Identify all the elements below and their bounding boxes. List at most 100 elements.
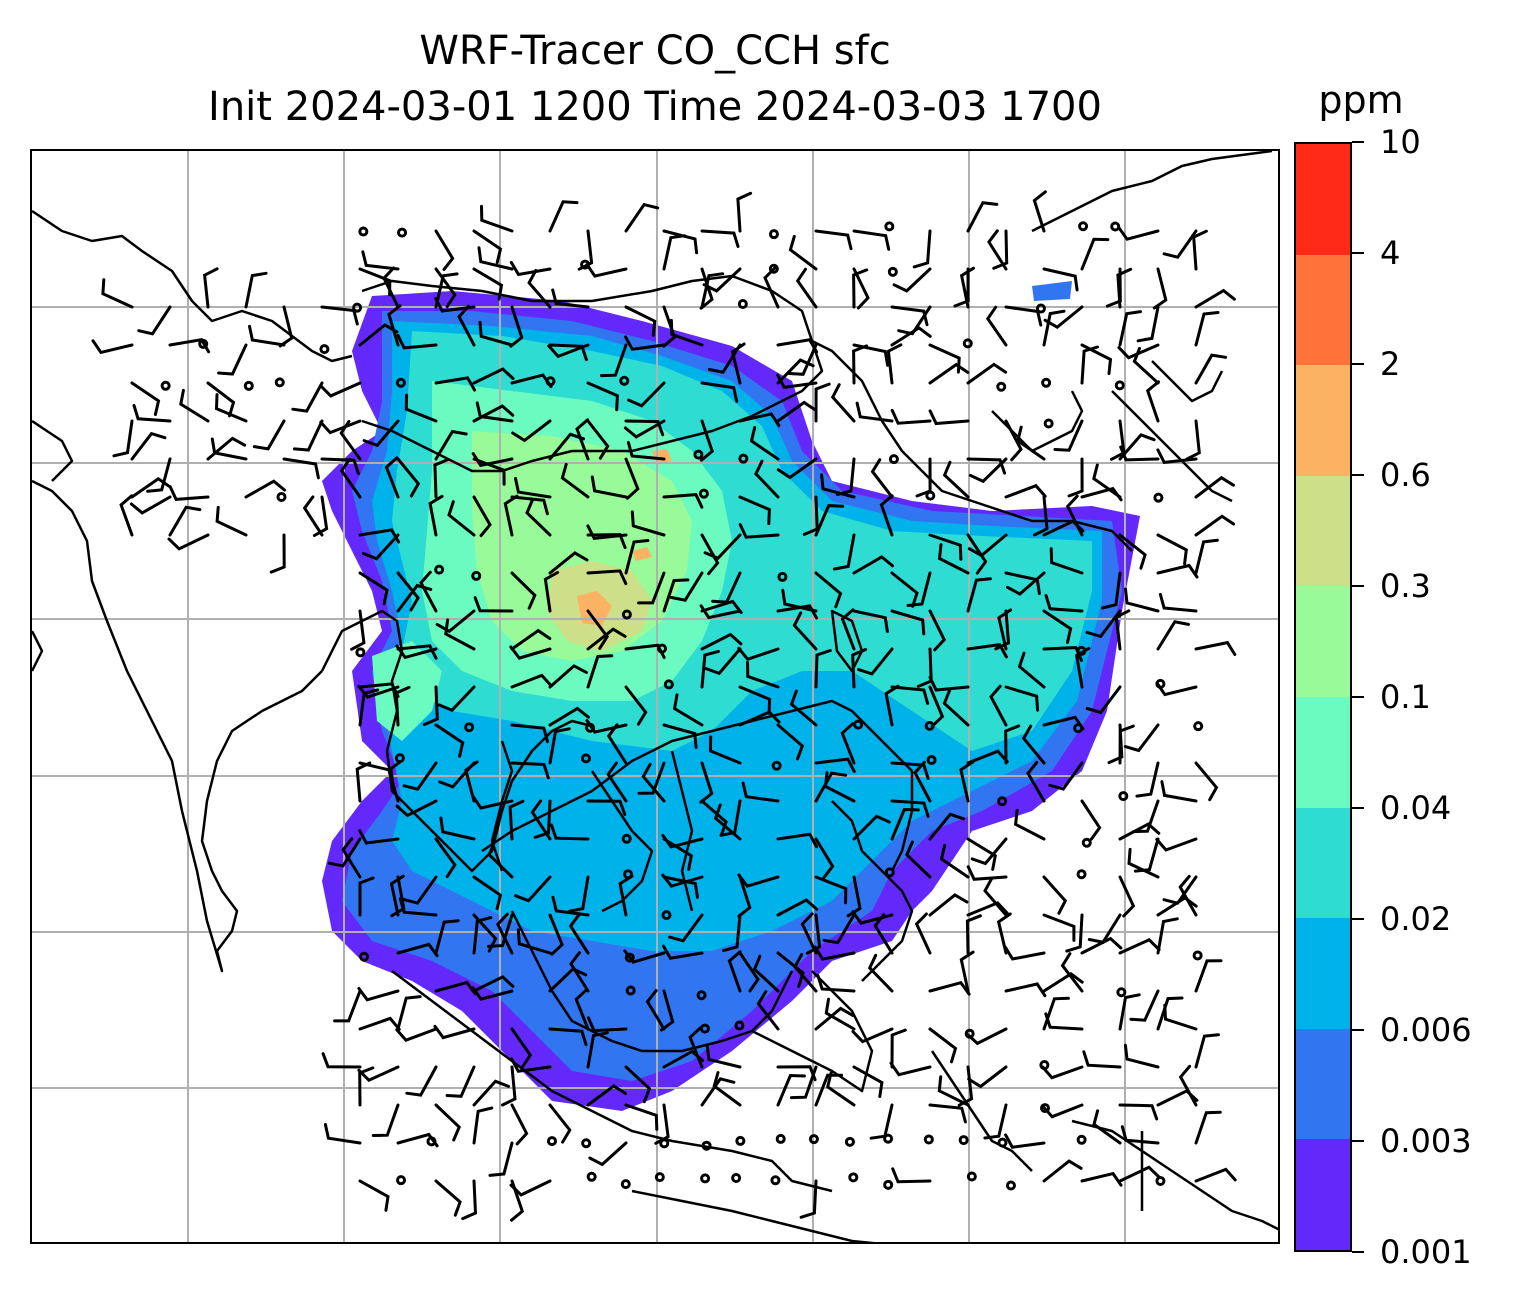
wind-barb <box>1114 609 1131 651</box>
wind-barb <box>472 1106 494 1145</box>
wind-barb <box>914 912 932 955</box>
wind-barb <box>890 326 932 347</box>
wind-barb <box>358 1179 390 1212</box>
shade-level-0.6c <box>632 547 652 561</box>
wind-barb <box>776 457 818 480</box>
wind-barb <box>358 876 375 917</box>
shade-ne-patch <box>1032 281 1072 301</box>
wind-barb <box>206 381 236 418</box>
wind-barb <box>1185 419 1201 461</box>
calm-circle <box>884 221 895 232</box>
calm-circle <box>884 867 895 878</box>
colorbar-unit-label: ppm <box>1318 78 1404 122</box>
calm-circle <box>923 1134 934 1145</box>
wind-barb <box>890 305 929 327</box>
wind-barb <box>358 829 400 845</box>
wind-barb <box>624 457 640 500</box>
wind-barb <box>1194 475 1235 499</box>
wind-barb <box>404 393 438 423</box>
wind-barb <box>852 814 891 841</box>
wind-barb <box>357 987 400 1002</box>
wind-barb <box>439 816 476 841</box>
colorbar-tick-label: 0.1 <box>1380 678 1431 716</box>
wind-barb <box>840 722 856 765</box>
wind-barb <box>776 1065 817 1082</box>
wind-barb <box>434 837 457 879</box>
wind-barb <box>1118 533 1147 570</box>
wind-barb <box>473 596 514 613</box>
wind-barb <box>130 381 161 416</box>
wind-barb <box>574 988 590 1031</box>
wind-barb <box>477 246 514 271</box>
colorbar-segment <box>1296 807 1350 919</box>
wind-barb <box>361 250 400 271</box>
wind-barb <box>471 452 514 468</box>
wind-barb <box>1194 311 1220 347</box>
calm-circle <box>1043 418 1054 429</box>
wind-barb <box>1004 483 1047 499</box>
wind-barb <box>312 495 329 537</box>
calm-circle <box>580 259 591 270</box>
wind-barb <box>1004 1133 1046 1149</box>
wind-barb <box>662 875 699 899</box>
wind-barb <box>662 234 687 271</box>
wind-barb <box>1123 1043 1160 1069</box>
wind-barb <box>928 893 969 917</box>
wind-barb <box>551 288 590 309</box>
wind-barb <box>662 305 677 348</box>
calm-circle <box>659 1138 670 1149</box>
wind-barb <box>965 914 982 955</box>
wind-barb <box>966 362 1008 385</box>
wind-barb <box>738 951 760 993</box>
wind-barb <box>130 476 172 499</box>
wind-barb <box>433 1024 476 1040</box>
wind-barb <box>472 457 506 486</box>
wind-barb <box>624 202 660 233</box>
wind-barb <box>585 263 628 278</box>
wind-barb <box>857 647 894 676</box>
wind-barb <box>1160 780 1198 803</box>
calm-circle <box>545 376 556 387</box>
wind-barb <box>510 723 549 744</box>
wind-barb <box>1192 229 1208 271</box>
wind-barb <box>1004 724 1021 765</box>
wind-barb <box>763 266 780 309</box>
wind-barb <box>645 989 666 1031</box>
wind-barb <box>662 837 693 871</box>
colorbar-tick <box>1352 1251 1364 1253</box>
wind-barb <box>928 685 945 728</box>
wind-barb <box>320 305 359 326</box>
wind-barb <box>422 685 439 726</box>
calm-circle <box>1073 723 1084 734</box>
wind-barb <box>752 954 780 993</box>
wind-barb <box>928 362 970 385</box>
wind-barb <box>599 343 628 378</box>
wind-barb <box>1042 267 1079 292</box>
colorbar-segment <box>1296 365 1350 476</box>
wind-barb <box>890 807 920 841</box>
wind-barb <box>488 1141 514 1177</box>
wind-barb <box>814 571 843 609</box>
wind-barb <box>1194 761 1219 802</box>
calm-circle <box>699 1023 710 1034</box>
wind-barb <box>737 873 780 888</box>
calm-circle <box>1192 950 1203 961</box>
wind-barb <box>511 419 552 443</box>
wind-barb <box>214 393 248 423</box>
calm-circle <box>581 753 592 764</box>
colorbar <box>1294 142 1352 1252</box>
calm-circle <box>777 571 788 582</box>
wind-barb <box>1194 288 1236 309</box>
wind-barb <box>1156 533 1188 566</box>
calm-circle <box>844 1136 855 1147</box>
wind-barb <box>814 771 848 803</box>
wind-barb <box>966 837 997 871</box>
wind-barb <box>700 649 720 689</box>
wind-barb <box>1065 913 1084 953</box>
wind-barb <box>461 1179 478 1221</box>
wind-barb <box>805 913 822 955</box>
wind-barb <box>937 1075 970 1107</box>
wind-barb <box>509 260 552 277</box>
wind-barb <box>396 644 438 660</box>
wind-barb <box>722 913 742 953</box>
